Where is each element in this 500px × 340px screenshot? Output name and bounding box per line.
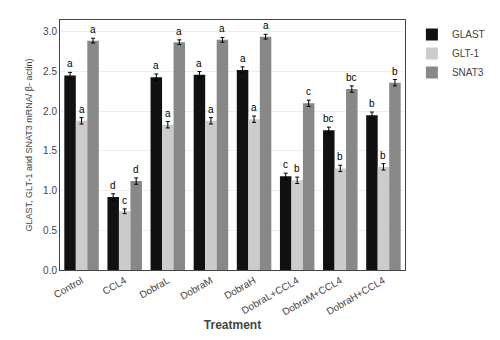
svg-text:CCL4: CCL4: [101, 274, 129, 297]
svg-text:2.5: 2.5: [43, 66, 57, 77]
svg-text:c: c: [283, 159, 288, 170]
svg-text:a: a: [251, 102, 257, 113]
svg-text:1.0: 1.0: [43, 185, 57, 196]
svg-text:bc: bc: [323, 113, 334, 124]
svg-text:0.5: 0.5: [43, 225, 57, 236]
svg-text:a: a: [67, 58, 73, 69]
svg-text:c: c: [306, 86, 311, 97]
svg-text:3.0: 3.0: [43, 26, 57, 37]
svg-text:a: a: [153, 60, 159, 71]
svg-text:Treatment: Treatment: [204, 318, 261, 332]
svg-text:a: a: [208, 104, 214, 115]
svg-text:a: a: [219, 23, 225, 34]
svg-text:GLAST, GLT-1 and SNAT3 mRNA/ β: GLAST, GLT-1 and SNAT3 mRNA/ β- actin): [24, 59, 34, 232]
svg-text:2.0: 2.0: [43, 106, 57, 117]
svg-text:DobraL: DobraL: [137, 274, 171, 300]
svg-text:a: a: [240, 53, 246, 64]
svg-text:GLAST: GLAST: [452, 29, 485, 40]
svg-text:Control: Control: [52, 275, 85, 301]
svg-text:a: a: [176, 26, 182, 37]
svg-text:DobraH+CCL4: DobraH+CCL4: [324, 274, 387, 317]
svg-text:SNAT3: SNAT3: [452, 67, 484, 78]
svg-text:b: b: [294, 163, 300, 174]
svg-text:0.0: 0.0: [43, 265, 57, 276]
svg-text:DobraM+CCL4: DobraM+CCL4: [280, 274, 344, 317]
svg-text:b: b: [369, 98, 375, 109]
svg-text:d: d: [133, 164, 139, 175]
svg-text:bc: bc: [346, 72, 357, 83]
svg-text:b: b: [380, 150, 386, 161]
svg-text:a: a: [90, 24, 96, 35]
svg-text:b: b: [337, 151, 343, 162]
svg-text:DobraM: DobraM: [178, 275, 214, 302]
svg-text:1.5: 1.5: [43, 145, 57, 156]
svg-text:a: a: [263, 20, 269, 31]
svg-text:c: c: [122, 195, 127, 206]
svg-text:DobraL+CCL4: DobraL+CCL4: [240, 274, 301, 316]
svg-text:a: a: [196, 58, 202, 69]
svg-text:a: a: [79, 104, 85, 115]
svg-text:DobraH: DobraH: [222, 275, 257, 302]
svg-text:GLT-1: GLT-1: [452, 48, 479, 59]
svg-text:d: d: [110, 180, 116, 191]
svg-text:b: b: [392, 66, 398, 77]
svg-text:a: a: [165, 108, 171, 119]
